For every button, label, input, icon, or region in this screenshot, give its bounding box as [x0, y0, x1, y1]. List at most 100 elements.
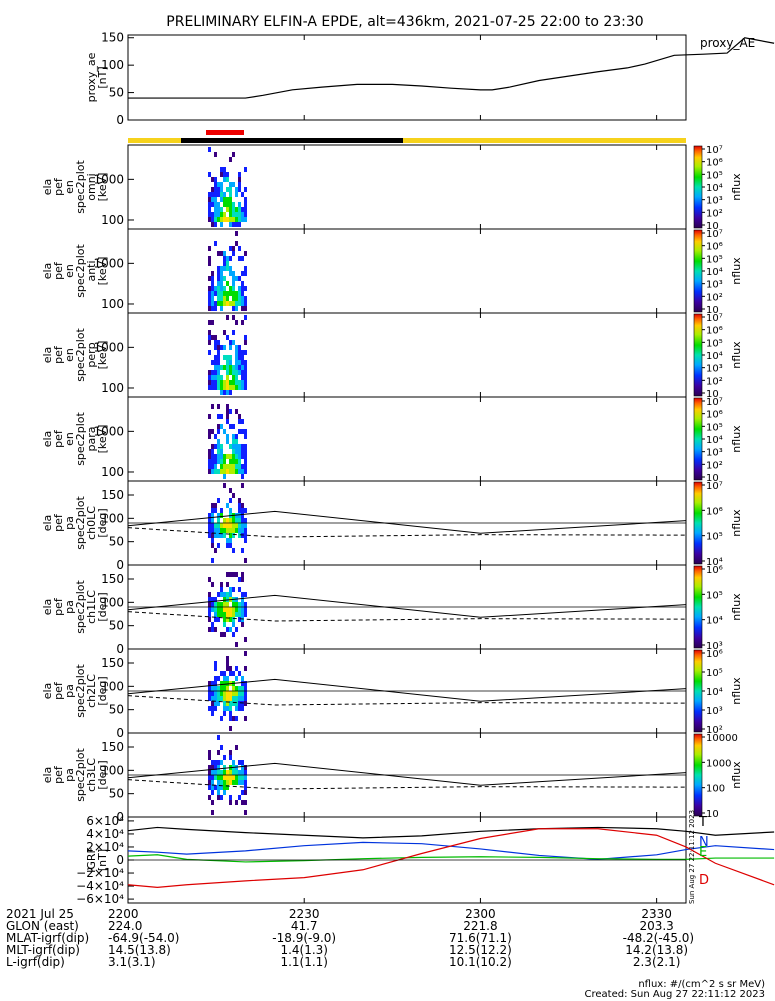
heatmap-cell [220, 390, 223, 395]
created-note: Created: Sun Aug 27 22:11:12 2023 [584, 989, 765, 1000]
heatmap-cell [214, 548, 217, 553]
heatmap-cell [220, 671, 223, 676]
heatmap-cell [217, 291, 220, 296]
heatmap-cell [220, 454, 223, 459]
heatmap-cell [208, 780, 211, 785]
heatmap-cell [238, 686, 241, 691]
heatmap-cell [229, 755, 232, 760]
heatmap-cell [241, 513, 244, 518]
heatmap-cell [214, 459, 217, 464]
heatmap-cell [223, 474, 226, 479]
heatmap-cell [241, 592, 244, 597]
y-axis-label-line: spec2plot [74, 328, 87, 382]
heatmap-cell [208, 459, 211, 464]
heatmap-cell [244, 197, 247, 202]
heatmap-cell [226, 355, 229, 360]
heatmap-cell [226, 202, 229, 207]
heatmap-cell [223, 365, 226, 370]
heatmap-cell [217, 439, 220, 444]
heatmap-cell [211, 301, 214, 306]
heatmap-cell [229, 726, 232, 731]
heatmap-cell [235, 686, 238, 691]
colorbar-tick-label: 10² [706, 725, 723, 736]
heatmap-cell [217, 696, 220, 701]
y-tick-label: 50 [109, 703, 124, 717]
heatmap-cell [229, 711, 232, 716]
heatmap-cell [232, 780, 235, 785]
heatmap-cell [226, 172, 229, 177]
heatmap-cell [217, 301, 220, 306]
heatmap-cell [229, 617, 232, 622]
colorbar-tick-label: 10 [706, 305, 719, 316]
heatmap-cell [229, 780, 232, 785]
heatmap-cell [232, 701, 235, 706]
y-tick-label: 150 [101, 572, 124, 586]
heatmap-cell [241, 508, 244, 513]
y-tick-label: −4×10⁴ [76, 879, 124, 893]
heatmap-cell [211, 582, 214, 587]
y-axis-label-line: anti [85, 260, 98, 281]
heatmap-cell [217, 765, 220, 770]
axis-row-value: 2230 [288, 907, 320, 921]
heatmap-cell [211, 528, 214, 533]
axis-row-value: 14.2(13.8) [625, 943, 689, 957]
heatmap-cell [235, 676, 238, 681]
heatmap-cell [244, 365, 247, 370]
heatmap-cell [241, 518, 244, 523]
heatmap-cell [217, 770, 220, 775]
heatmap-cell [235, 701, 238, 706]
heatmap-cell [232, 301, 235, 306]
heatmap-cell [238, 602, 241, 607]
heatmap-cell [217, 459, 220, 464]
heatmap-cell [232, 587, 235, 592]
heatmap-cell [232, 182, 235, 187]
heatmap-cell [208, 286, 211, 291]
legend-E: E [699, 845, 707, 860]
heatmap-cell [220, 212, 223, 217]
heatmap-cell [226, 296, 229, 301]
heatmap-cell [235, 231, 238, 236]
heatmap-cell [232, 770, 235, 775]
y-axis-label-line: [keV] [96, 173, 109, 202]
heatmap-cell [220, 696, 223, 701]
colorbar-tick-label: 10⁴ [706, 557, 723, 568]
heatmap-cell [232, 607, 235, 612]
y-tick-label: 150 [101, 740, 124, 754]
heatmap-cell [220, 251, 223, 256]
heatmap-cell [214, 666, 217, 671]
heatmap-cell [229, 291, 232, 296]
y-tick-label: 100 [101, 213, 124, 227]
heatmap-cell [229, 424, 232, 429]
heatmap-cell [232, 528, 235, 533]
axis-row-value: 221.8 [463, 919, 498, 933]
heatmap-cell [220, 187, 223, 192]
heatmap-cell [244, 459, 247, 464]
heatmap-cell [229, 212, 232, 217]
heatmap-cell [229, 469, 232, 474]
loss-cone-line [127, 594, 687, 618]
heatmap-cell [241, 365, 244, 370]
y-tick-label: 1000 [93, 172, 124, 186]
y-axis-label-line: ela [41, 599, 54, 616]
heatmap-cell [229, 187, 232, 192]
heatmap-cell [238, 612, 241, 617]
heatmap-cell [232, 271, 235, 276]
heatmap-cell [229, 182, 232, 187]
colorbar-title: nflux [730, 593, 743, 621]
heatmap-cell [217, 592, 220, 597]
y-axis-label-line: ela [41, 431, 54, 448]
heatmap-cell [244, 167, 247, 172]
heatmap-cell [211, 276, 214, 281]
heatmap-cell [238, 503, 241, 508]
y-axis-label-line: omni [85, 173, 98, 200]
heatmap-cell [214, 335, 217, 340]
heatmap-cell [208, 261, 211, 266]
heatmap-cell [208, 291, 211, 296]
heatmap-cell [238, 770, 241, 775]
heatmap-cell [244, 666, 247, 671]
heatmap-cell [244, 212, 247, 217]
heatmap-cell [232, 760, 235, 765]
heatmap-cell [229, 380, 232, 385]
heatmap-cell [235, 775, 238, 780]
colorbar-title: nflux [730, 509, 743, 537]
